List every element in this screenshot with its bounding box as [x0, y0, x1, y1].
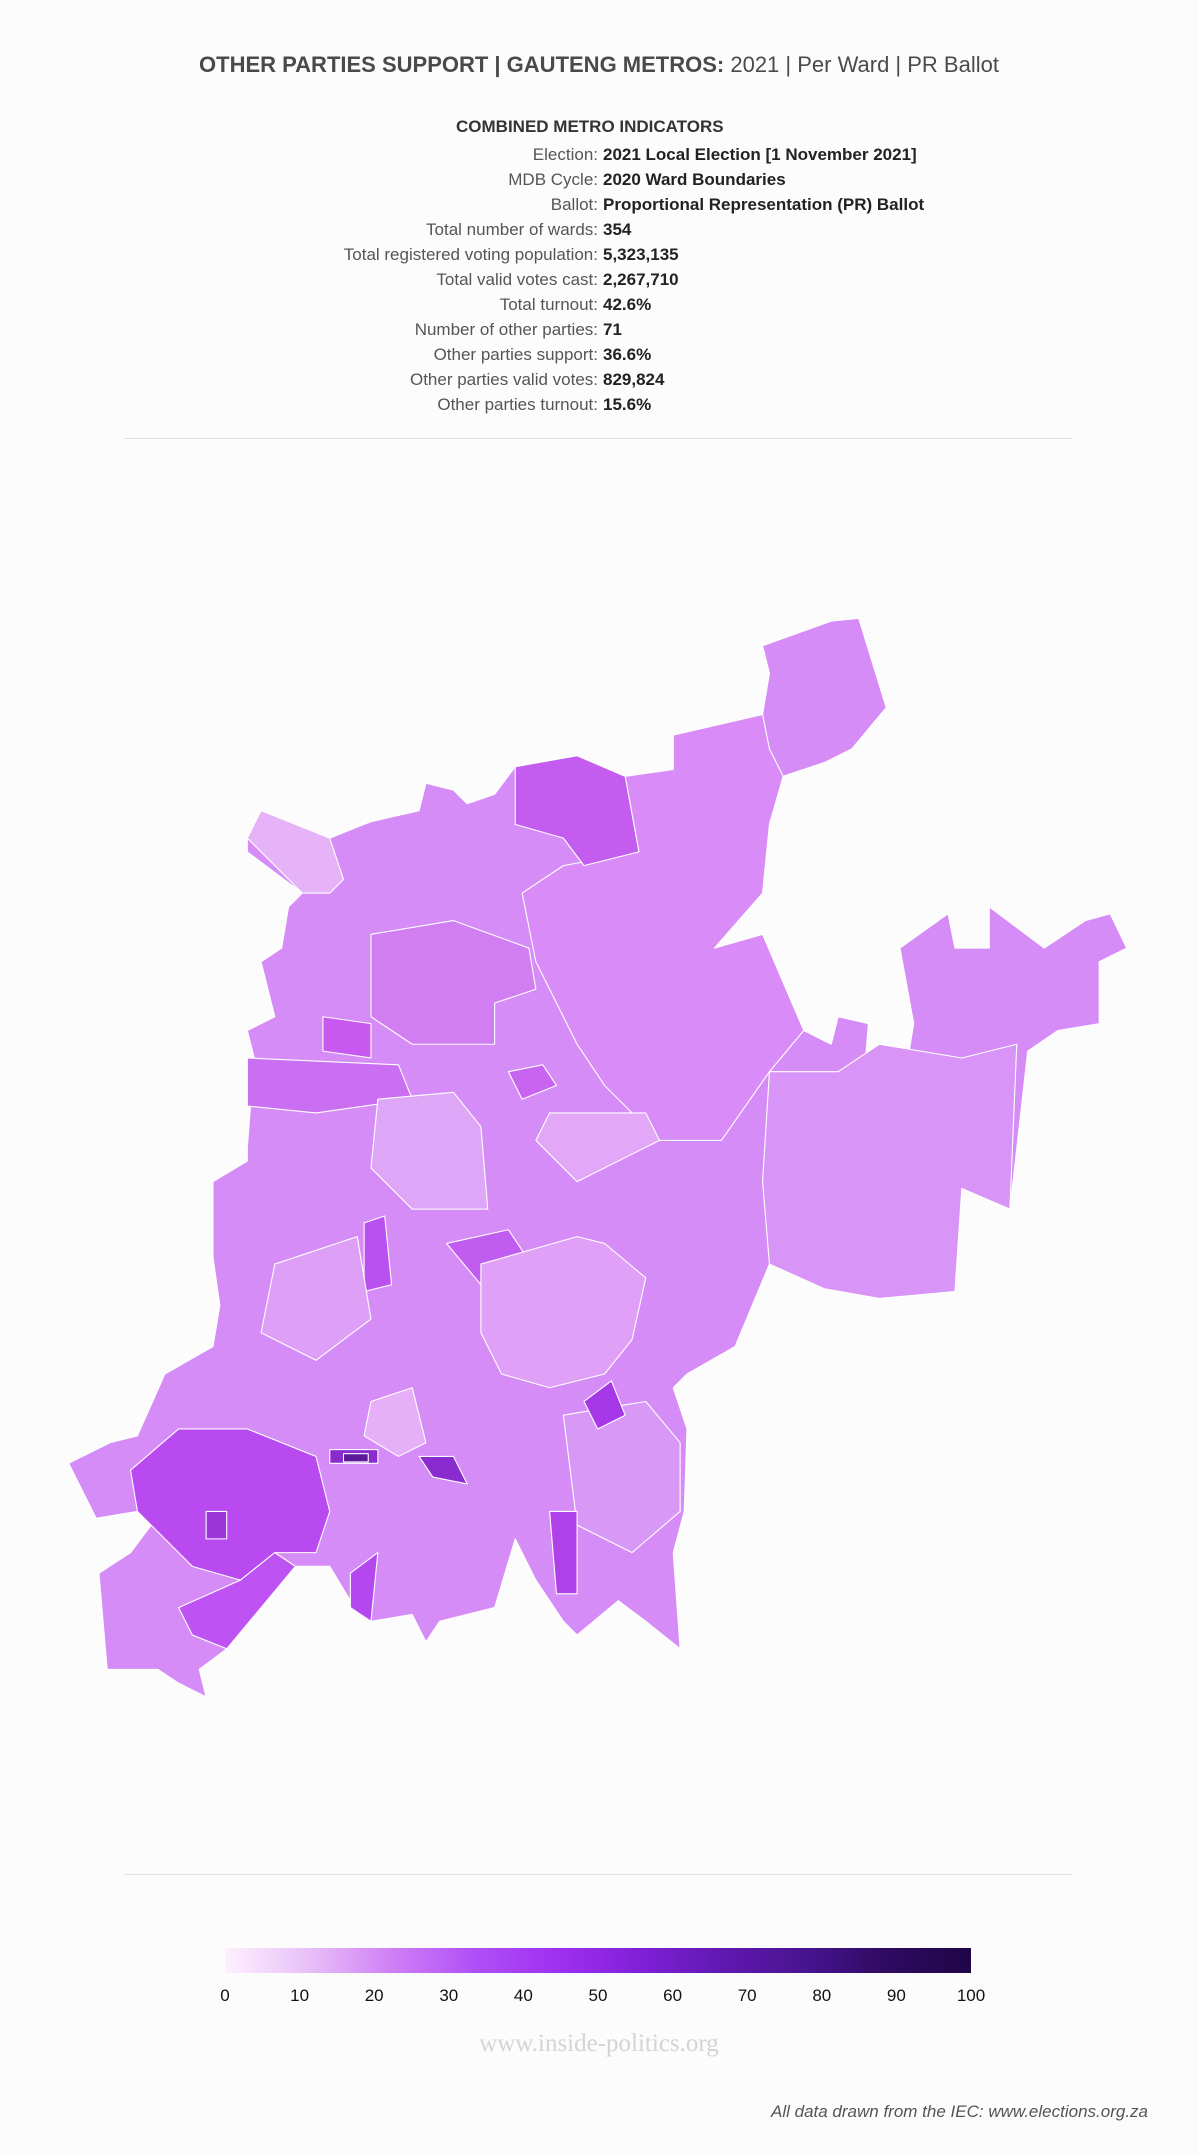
- ward-region: [549, 1510, 578, 1595]
- indicator-row: MDB Cycle: 2020 Ward Boundaries: [0, 167, 1198, 192]
- ward-region: [535, 1112, 661, 1183]
- ward-region: [583, 1380, 626, 1430]
- color-scale-tick: 100: [956, 1986, 986, 2005]
- color-scale-tick: 50: [588, 1986, 608, 2005]
- title-bold: OTHER PARTIES SUPPORT | GAUTENG METROS:: [199, 52, 725, 77]
- ward-region: [762, 1043, 1018, 1299]
- ward-region: [507, 1064, 558, 1100]
- indicator-row: Number of other parties: 71: [0, 317, 1198, 342]
- ward-region: [349, 1552, 379, 1622]
- ward-region: [370, 1091, 489, 1210]
- color-scale-tick: 60: [663, 1986, 683, 2005]
- color-scale-tick: 30: [439, 1986, 459, 2005]
- divider-top: [124, 438, 1073, 439]
- indicator-row: Total number of wards: 354: [0, 217, 1198, 242]
- indicator-value: 354: [603, 220, 632, 239]
- indicator-label: MDB Cycle:: [508, 170, 598, 189]
- ward-region: [246, 1057, 413, 1114]
- indicator-label: Number of other parties:: [414, 320, 598, 339]
- indicator-label: Total registered voting population:: [343, 245, 598, 264]
- indicator-row: Election: 2021 Local Election [1 November…: [0, 142, 1198, 167]
- page-title: OTHER PARTIES SUPPORT | GAUTENG METROS: …: [0, 52, 1198, 78]
- indicator-value: 2,267,710: [603, 270, 679, 289]
- indicator-value: 2021 Local Election [1 November 2021]: [603, 145, 917, 164]
- indicator-row: Other parties support: 36.6%: [0, 342, 1198, 367]
- color-scale-tick: 40: [513, 1986, 533, 2005]
- color-scale-tick: 0: [220, 1986, 230, 2005]
- color-scale-tick: 90: [886, 1986, 906, 2005]
- indicator-value: 15.6%: [603, 395, 652, 414]
- ward-region: [260, 1236, 372, 1361]
- indicator-row: Total registered voting population: 5,323…: [0, 242, 1198, 267]
- title-rest: 2021 | Per Ward | PR Ballot: [724, 52, 999, 77]
- indicator-row: Ballot: Proportional Representation (PR) …: [0, 192, 1198, 217]
- color-scale-tick: 70: [737, 1986, 757, 2005]
- color-scale-bar: [225, 1948, 971, 1973]
- source-footer: All data drawn from the IEC: www.electio…: [771, 2102, 1148, 2121]
- indicator-value: 5,323,135: [603, 245, 679, 264]
- ward-region: [129, 1428, 331, 1581]
- indicator-value: 42.6%: [603, 295, 652, 314]
- indicator-label: Ballot:: [550, 195, 598, 214]
- divider-bottom: [124, 1874, 1073, 1875]
- ward-region: [205, 1510, 228, 1540]
- ward-region: [246, 810, 345, 894]
- indicator-label: Total number of wards:: [426, 220, 598, 239]
- indicator-row: Other parties turnout: 15.6%: [0, 392, 1198, 417]
- color-scale-tick: 10: [290, 1986, 310, 2005]
- ward-region: [363, 1215, 393, 1293]
- indicator-value: Proportional Representation (PR) Ballot: [603, 195, 925, 214]
- indicator-label: Election:: [532, 145, 598, 164]
- indicators-heading: COMBINED METRO INDICATORS: [456, 117, 724, 136]
- indicator-value: 2020 Ward Boundaries: [603, 170, 786, 189]
- ward-region: [514, 755, 640, 867]
- ward-region: [322, 1016, 372, 1059]
- color-scale-tick: 80: [812, 1986, 832, 2005]
- indicator-row: Other parties valid votes: 829,824: [0, 367, 1198, 392]
- ward-region: [418, 1455, 468, 1485]
- color-scale-tick: 20: [364, 1986, 384, 2005]
- indicator-value: 36.6%: [603, 345, 652, 364]
- indicator-label: Other parties turnout:: [437, 395, 598, 414]
- ward-region: [342, 1453, 369, 1463]
- ward-region: [521, 713, 805, 1141]
- indicator-value: 71: [603, 320, 622, 339]
- indicator-label: Other parties valid votes:: [409, 370, 598, 389]
- indicator-row: Total turnout: 42.6%: [0, 292, 1198, 317]
- ward-map: [68, 617, 1128, 1698]
- indicator-value: 829,824: [603, 370, 665, 389]
- indicator-label: Other parties support:: [433, 345, 598, 364]
- ward-region: [363, 1387, 427, 1457]
- indicator-label: Total turnout:: [499, 295, 598, 314]
- indicator-row: Total valid votes cast: 2,267,710: [0, 267, 1198, 292]
- ward-region: [178, 1552, 296, 1650]
- ward-region: [480, 1236, 647, 1389]
- ward-region: [370, 920, 537, 1045]
- indicator-label: Total valid votes cast:: [436, 270, 598, 289]
- watermark: www.inside-politics.org: [479, 2030, 719, 2057]
